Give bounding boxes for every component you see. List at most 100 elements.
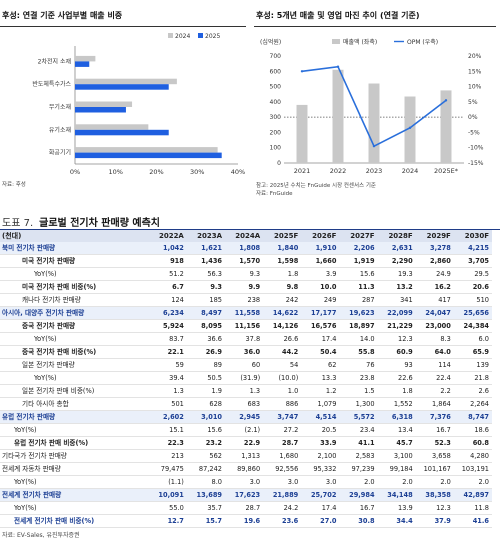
- table-row: 중국 전기차 판매량 5,924 8,095 11,156 14,126 16,576 18…: [0, 319, 492, 334]
- table-cell: 24.2: [263, 501, 302, 516]
- row-label: 일본 전기차 판매 비중(%): [0, 384, 149, 399]
- table-cell: 8.3: [415, 332, 454, 347]
- table-cell: 62: [301, 358, 340, 373]
- table-cell: 918: [148, 254, 187, 269]
- x-tick-label: 2021: [294, 167, 311, 175]
- table-cell: 11.3: [339, 280, 378, 295]
- row-label: 전세계 자동차 판매량: [0, 462, 149, 477]
- table-cell: 24,047: [415, 306, 454, 321]
- x-tick-label: 20%: [149, 168, 163, 176]
- table-cell: 36.6: [186, 332, 225, 347]
- y-right-tick: -10%: [468, 145, 484, 152]
- table-cell: 64.0: [415, 345, 454, 360]
- table-cell: 76: [339, 358, 378, 373]
- table-cell: 42,897: [453, 488, 492, 503]
- table-header-row: (천대) 2022A 2023A 2024A 2025F 2026F 2027F 2028F…: [0, 230, 492, 243]
- table-row: 미국 전기차 판매량 918 1,436 1,570 1,598 1,660 1,919 2,…: [0, 254, 492, 269]
- table-cell: 2,945: [225, 410, 264, 425]
- y-left-tick: 200: [270, 129, 282, 136]
- ev-sales-forecast-table: (천대) 2022A 2023A 2024A 2025F 2026F 2027F 2028F…: [0, 230, 492, 529]
- table-cell: 1,552: [377, 397, 416, 412]
- table-cell: 10.0: [301, 280, 340, 295]
- row-label: YoY(%): [0, 332, 149, 347]
- y-right-tick: -5%: [468, 129, 480, 136]
- table-cell: 22.3: [148, 436, 187, 451]
- table-cell: 21,889: [263, 488, 302, 503]
- table-cell: 25,656: [453, 306, 492, 321]
- table-cell: 7,376: [415, 410, 454, 425]
- x-tick-label: 2023: [366, 167, 383, 175]
- row-label: YoY(%): [0, 423, 149, 438]
- category-label: 2차전지 소재: [38, 57, 71, 65]
- table-cell: 3.0: [263, 475, 302, 490]
- table-cell: 1.0: [263, 384, 302, 399]
- table-cell: 16,576: [301, 319, 340, 334]
- table-cell: 1.3: [225, 384, 264, 399]
- table-cell: 20.5: [301, 423, 340, 438]
- table-cell: 44.2: [263, 345, 302, 360]
- table-cell: 83.7: [148, 332, 187, 347]
- table-cell: (1.1): [148, 475, 187, 490]
- y-right-tick: 20%: [468, 53, 482, 60]
- table-cell: 3,747: [263, 410, 302, 425]
- table-cell: 65.9: [453, 345, 492, 360]
- revenue-bar: [404, 96, 416, 163]
- bar-2024: [75, 55, 96, 62]
- column-header: 2022A: [148, 230, 187, 243]
- table-cell: 417: [415, 293, 454, 308]
- table-cell: 2,583: [339, 449, 378, 464]
- table-row: 전세계 자동차 판매량 79,475 87,242 89,860 92,556 95,33…: [0, 462, 492, 477]
- table-cell: 15.6: [186, 423, 225, 438]
- revenue-margin-chart: (십억원) 매출액 (좌축) OPM (우축) 0 100 200 300 400 500 600…: [260, 38, 484, 175]
- legend-swatch: [168, 33, 173, 38]
- y-left-tick: 400: [270, 99, 282, 106]
- table-cell: 8,497: [186, 306, 225, 321]
- row-label: 유럽 전기차 판매량: [0, 410, 149, 425]
- bar-2025: [75, 107, 126, 113]
- table-cell: 1,808: [225, 242, 264, 256]
- table-cell: 22.4: [415, 371, 454, 386]
- table-cell: 501: [148, 397, 187, 412]
- table-cell: 34,148: [377, 488, 416, 503]
- table-cell: 16.7: [415, 423, 454, 438]
- row-label: 유럽 전기차 판매 비중(%): [0, 436, 149, 451]
- table-cell: 33.9: [301, 436, 340, 451]
- table-cell: 23.8: [339, 371, 378, 386]
- table-cell: 22,099: [377, 306, 416, 321]
- table-cell: 4,280: [453, 449, 492, 464]
- legend-label: 매출액 (좌축): [343, 38, 377, 46]
- table-cell: 6.7: [148, 280, 187, 295]
- segment-share-panel: 후성: 연결 기준 사업부별 매출 비중 2024 2025 0% 10% 20% 30%…: [0, 0, 250, 200]
- table-cell: 41.1: [339, 436, 378, 451]
- table-cell: 54: [263, 358, 302, 373]
- table-cell: 9.3: [225, 267, 264, 282]
- x-tick-label: 10%: [109, 168, 123, 176]
- table-cell: 5,924: [148, 319, 187, 334]
- column-header: 2029F: [415, 230, 454, 243]
- table-cell: 5,572: [339, 410, 378, 425]
- table-cell: 17,177: [301, 306, 340, 321]
- table-cell: 1,436: [186, 254, 225, 269]
- table-cell: 628: [186, 397, 225, 412]
- table-row: 전세계 전기차 판매 비중(%) 12.7 15.7 19.6 23.6 27.0 30.8…: [0, 514, 492, 529]
- table-cell: 103,191: [453, 462, 492, 477]
- table-cell: 16.2: [415, 280, 454, 295]
- x-tick-label: 2024: [402, 167, 419, 175]
- table-cell: 22.1: [148, 345, 187, 360]
- table-cell: (2.1): [225, 423, 264, 438]
- table-cell: 1.2: [301, 384, 340, 399]
- table-row: YoY(%) 51.2 56.3 9.3 1.8 3.9 15.6 19.3 24.9 29.5: [0, 267, 492, 282]
- table-cell: 55.0: [148, 501, 187, 516]
- opm-point: [444, 99, 448, 102]
- table-row: 기타 아시아 총합 501 628 683 886 1,079 1,300 1,552 1,86…: [0, 397, 492, 412]
- legend-label: OPM (우축): [407, 38, 438, 46]
- table-cell: 22.6: [377, 371, 416, 386]
- table-cell: 213: [148, 449, 187, 464]
- table-cell: 14,126: [263, 319, 302, 334]
- row-label: 일본 전기차 판매량: [0, 358, 149, 373]
- table-source: 자료: EV-Sales, 유진투자증권: [2, 532, 80, 540]
- table-cell: 8,747: [453, 410, 492, 425]
- table-row: 중국 전기차 판매 비중(%) 22.1 26.9 36.0 44.2 50.4 55.8 6…: [0, 345, 492, 360]
- table-cell: 79,475: [148, 462, 187, 477]
- table-cell: 13,689: [186, 488, 225, 503]
